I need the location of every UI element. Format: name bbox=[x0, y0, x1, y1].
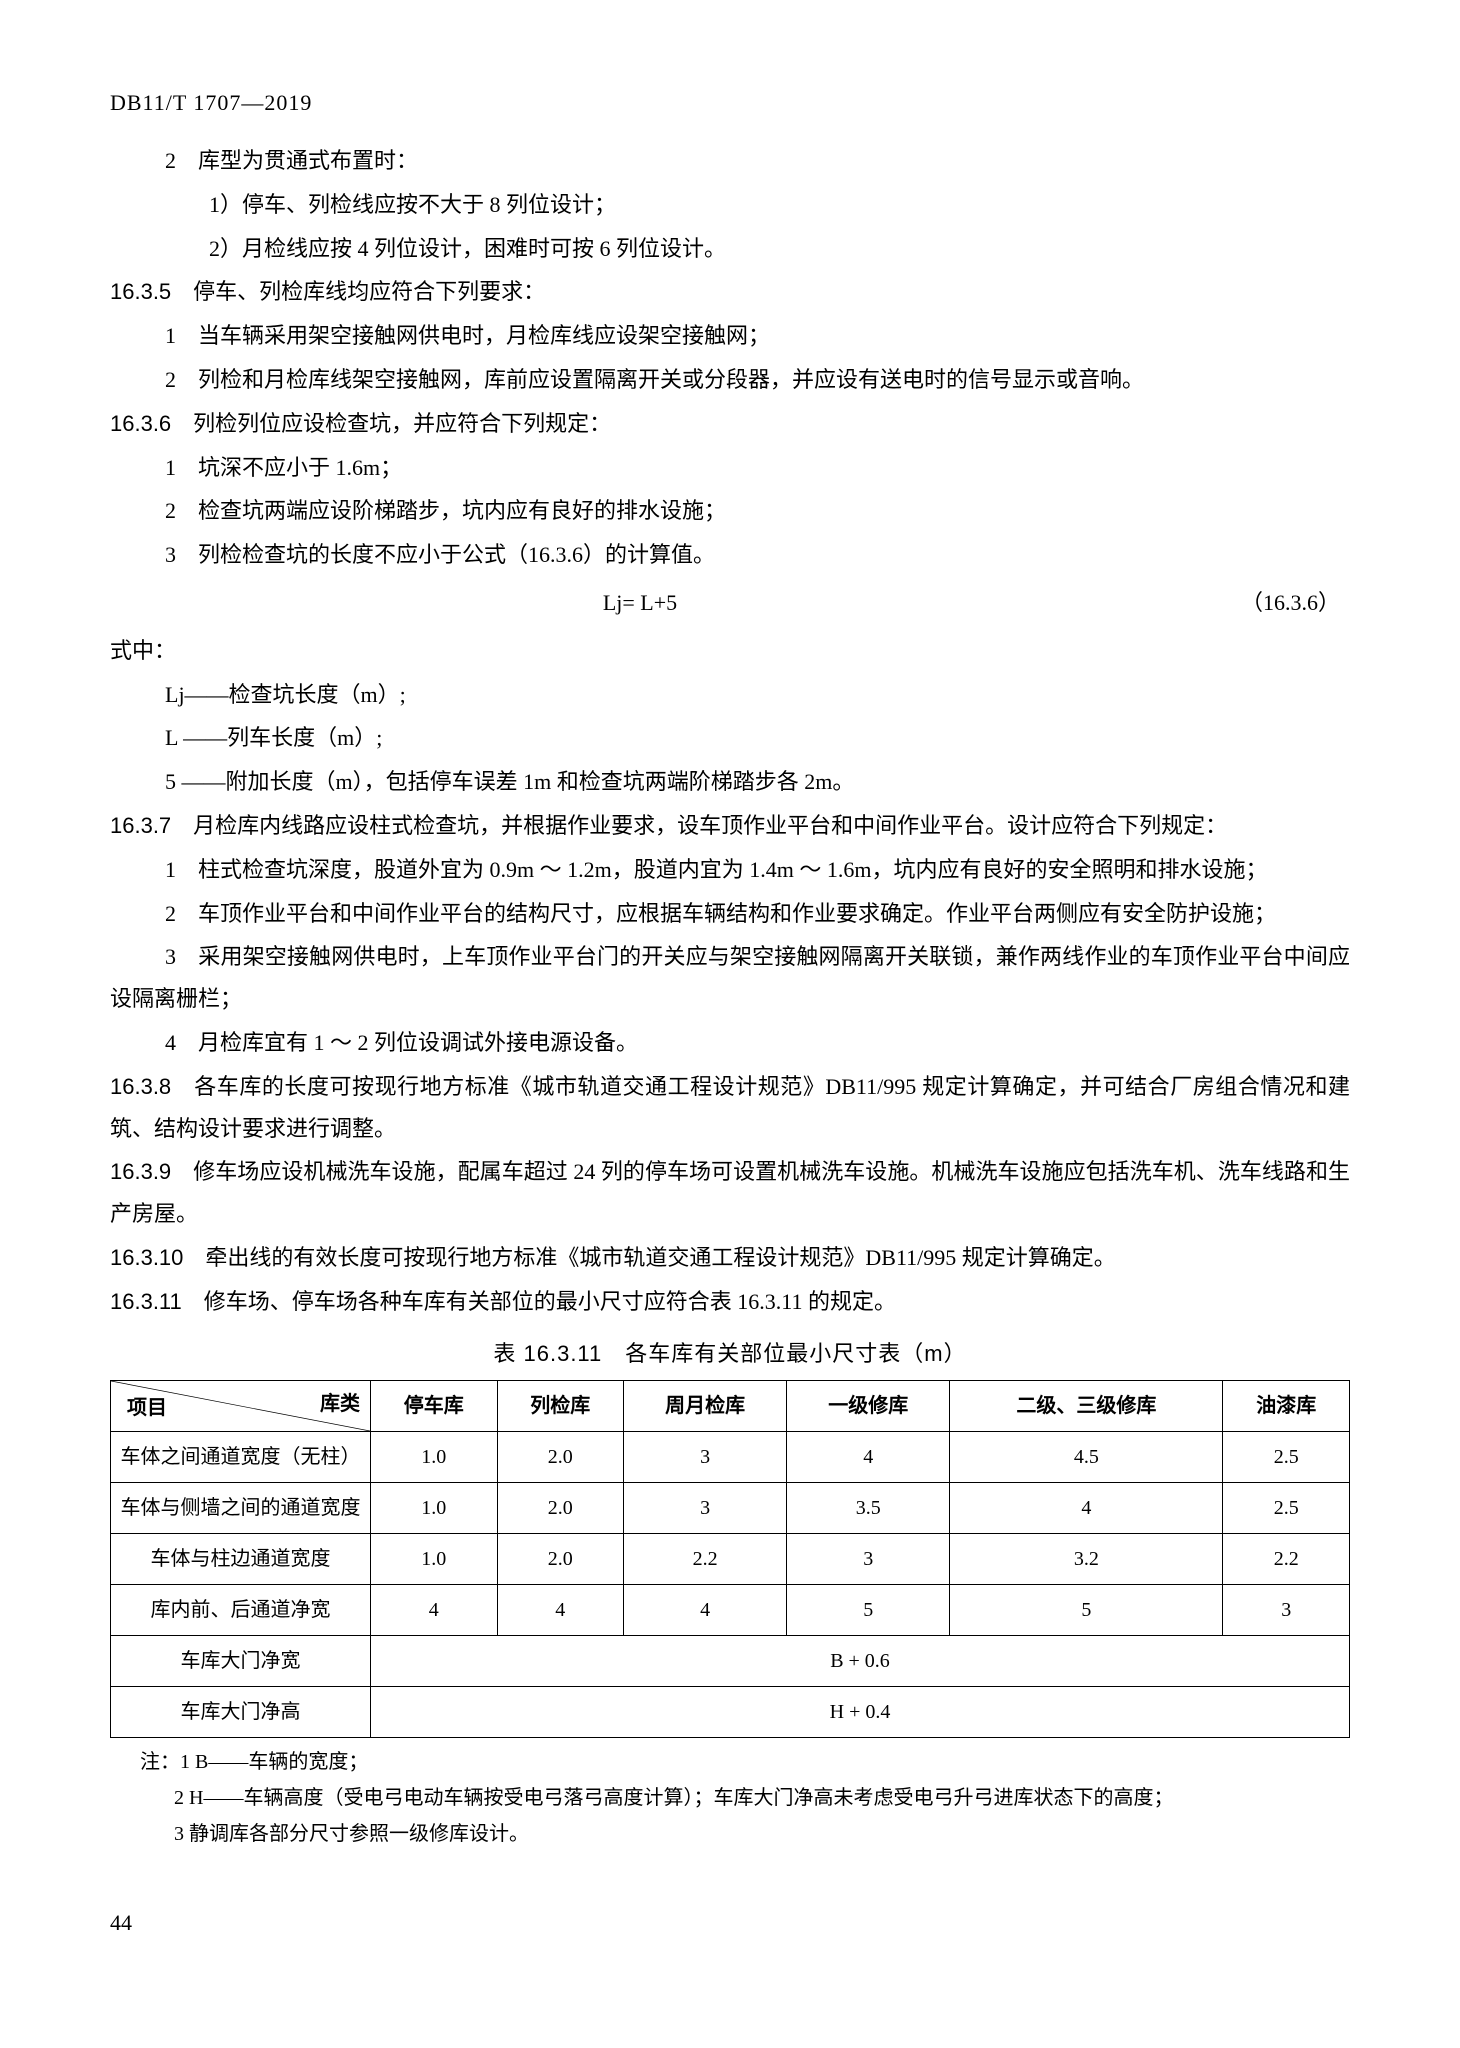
row-label: 车体与柱边通道宽度 bbox=[111, 1534, 371, 1585]
clause-16-3-9: 16.3.9 修车场应设机械洗车设施，配属车超过 24 列的停车场可设置机械洗车… bbox=[110, 1151, 1350, 1235]
document-code: DB11/T 1707—2019 bbox=[110, 90, 1350, 116]
cell: 4 bbox=[497, 1585, 624, 1636]
clause-16-3-10: 16.3.10 牵出线的有效长度可按现行地方标准《城市轨道交通工程设计规范》DB… bbox=[110, 1237, 1350, 1279]
clause-16-3-6-1: 1 坑深不应小于 1.6m； bbox=[110, 447, 1350, 489]
cell: 4 bbox=[950, 1483, 1223, 1534]
clause-16-3-7: 16.3.7 月检库内线路应设柱式检查坑，并根据作业要求，设车顶作业平台和中间作… bbox=[110, 805, 1350, 847]
cell: 2.5 bbox=[1223, 1432, 1350, 1483]
cell: 2.2 bbox=[1223, 1534, 1350, 1585]
cell: 4 bbox=[624, 1585, 787, 1636]
row-label: 车体与侧墙之间的通道宽度 bbox=[111, 1483, 371, 1534]
row-label: 车体之间通道宽度（无柱） bbox=[111, 1432, 371, 1483]
clause-16-3-6-2: 2 检查坑两端应设阶梯踏步，坑内应有良好的排水设施； bbox=[110, 490, 1350, 532]
page-number: 44 bbox=[110, 1902, 1350, 1944]
dimensions-table: 库类 项目 停车库 列检库 周月检库 一级修库 二级、三级修库 油漆库 车体之间… bbox=[110, 1380, 1350, 1738]
clause-16-3-5-1: 1 当车辆采用架空接触网供电时，月检库线应设架空接触网； bbox=[110, 315, 1350, 357]
cell: 3 bbox=[624, 1483, 787, 1534]
cell: 2.5 bbox=[1223, 1483, 1350, 1534]
note-1: 注：1 B——车辆的宽度； bbox=[110, 1744, 1350, 1780]
formula-16-3-6: Lj= L+5 （16.3.6） bbox=[110, 582, 1350, 624]
col-header: 一级修库 bbox=[787, 1381, 950, 1432]
where-l: L ——列车长度（m）; bbox=[110, 717, 1350, 759]
cell: 3 bbox=[624, 1432, 787, 1483]
note-2: 2 H——车辆高度（受电弓电动车辆按受电弓落弓高度计算）；车库大门净高未考虑受电… bbox=[110, 1780, 1350, 1816]
subitem-2-2: 2）月检线应按 4 列位设计，困难时可按 6 列位设计。 bbox=[110, 228, 1350, 270]
clause-16-3-6: 16.3.6 列检列位应设检查坑，并应符合下列规定： bbox=[110, 403, 1350, 445]
item-2: 2 库型为贯通式布置时： bbox=[110, 140, 1350, 182]
note-3: 3 静调库各部分尺寸参照一级修库设计。 bbox=[110, 1816, 1350, 1852]
col-header: 周月检库 bbox=[624, 1381, 787, 1432]
cell: 2.0 bbox=[497, 1483, 624, 1534]
cell: 3.5 bbox=[787, 1483, 950, 1534]
col-header: 二级、三级修库 bbox=[950, 1381, 1223, 1432]
where-5: 5 ——附加长度（m），包括停车误差 1m 和检查坑两端阶梯踏步各 2m。 bbox=[110, 761, 1350, 803]
clause-16-3-5-2: 2 列检和月检库线架空接触网，库前应设置隔离开关或分段器，并应设有送电时的信号显… bbox=[110, 359, 1350, 401]
clause-16-3-5: 16.3.5 停车、列检库线均应符合下列要求： bbox=[110, 271, 1350, 313]
table-span-row: 车库大门净宽 B + 0.6 bbox=[111, 1636, 1350, 1687]
body-content: 2 库型为贯通式布置时： 1）停车、列检线应按不大于 8 列位设计； 2）月检线… bbox=[110, 140, 1350, 1944]
table-row: 车体与柱边通道宽度 1.0 2.0 2.2 3 3.2 2.2 bbox=[111, 1534, 1350, 1585]
clause-16-3-7-2: 2 车顶作业平台和中间作业平台的结构尺寸，应根据车辆结构和作业要求确定。作业平台… bbox=[110, 893, 1350, 935]
row-label: 车库大门净宽 bbox=[111, 1636, 371, 1687]
cell: 4 bbox=[371, 1585, 498, 1636]
clause-16-3-11: 16.3.11 修车场、停车场各种车库有关部位的最小尺寸应符合表 16.3.11… bbox=[110, 1281, 1350, 1323]
formula-expression: Lj= L+5 bbox=[110, 582, 1170, 624]
row-label: 库内前、后通道净宽 bbox=[111, 1585, 371, 1636]
col-header: 停车库 bbox=[371, 1381, 498, 1432]
subitem-2-1: 1）停车、列检线应按不大于 8 列位设计； bbox=[110, 184, 1350, 226]
span-cell: B + 0.6 bbox=[371, 1636, 1350, 1687]
diag-bot-label: 项目 bbox=[127, 1389, 167, 1427]
clause-16-3-8: 16.3.8 各车库的长度可按现行地方标准《城市轨道交通工程设计规范》DB11/… bbox=[110, 1066, 1350, 1150]
where-label: 式中： bbox=[110, 630, 1350, 672]
table-header-row: 库类 项目 停车库 列检库 周月检库 一级修库 二级、三级修库 油漆库 bbox=[111, 1381, 1350, 1432]
span-cell: H + 0.4 bbox=[371, 1687, 1350, 1738]
table-row: 车体与侧墙之间的通道宽度 1.0 2.0 3 3.5 4 2.5 bbox=[111, 1483, 1350, 1534]
table-notes: 注：1 B——车辆的宽度； 2 H——车辆高度（受电弓电动车辆按受电弓落弓高度计… bbox=[110, 1744, 1350, 1852]
cell: 2.0 bbox=[497, 1432, 624, 1483]
clause-16-3-7-4: 4 月检库宜有 1 ～ 2 列位设调试外接电源设备。 bbox=[110, 1022, 1350, 1064]
cell: 5 bbox=[950, 1585, 1223, 1636]
clause-16-3-6-3: 3 列检检查坑的长度不应小于公式（16.3.6）的计算值。 bbox=[110, 534, 1350, 576]
col-header: 油漆库 bbox=[1223, 1381, 1350, 1432]
diagonal-header: 库类 项目 bbox=[111, 1381, 371, 1432]
cell: 4 bbox=[787, 1432, 950, 1483]
table-row: 车体之间通道宽度（无柱） 1.0 2.0 3 4 4.5 2.5 bbox=[111, 1432, 1350, 1483]
cell: 1.0 bbox=[371, 1534, 498, 1585]
clause-16-3-7-1: 1 柱式检查坑深度，股道外宜为 0.9m ～ 1.2m，股道内宜为 1.4m ～… bbox=[110, 849, 1350, 891]
cell: 2.2 bbox=[624, 1534, 787, 1585]
cell: 3 bbox=[1223, 1585, 1350, 1636]
cell: 4.5 bbox=[950, 1432, 1223, 1483]
col-header: 列检库 bbox=[497, 1381, 624, 1432]
cell: 2.0 bbox=[497, 1534, 624, 1585]
formula-number: （16.3.6） bbox=[1170, 582, 1350, 624]
table-span-row: 车库大门净高 H + 0.4 bbox=[111, 1687, 1350, 1738]
cell: 1.0 bbox=[371, 1483, 498, 1534]
table-row: 库内前、后通道净宽 4 4 4 5 5 3 bbox=[111, 1585, 1350, 1636]
clause-16-3-7-3: 3 采用架空接触网供电时，上车顶作业平台门的开关应与架空接触网隔离开关联锁，兼作… bbox=[110, 936, 1350, 1020]
table-caption: 表 16.3.11 各车库有关部位最小尺寸表（m） bbox=[110, 1333, 1350, 1375]
where-lj: Lj——检查坑长度（m）; bbox=[110, 674, 1350, 716]
cell: 5 bbox=[787, 1585, 950, 1636]
diag-top-label: 库类 bbox=[320, 1385, 360, 1423]
cell: 1.0 bbox=[371, 1432, 498, 1483]
cell: 3.2 bbox=[950, 1534, 1223, 1585]
cell: 3 bbox=[787, 1534, 950, 1585]
row-label: 车库大门净高 bbox=[111, 1687, 371, 1738]
